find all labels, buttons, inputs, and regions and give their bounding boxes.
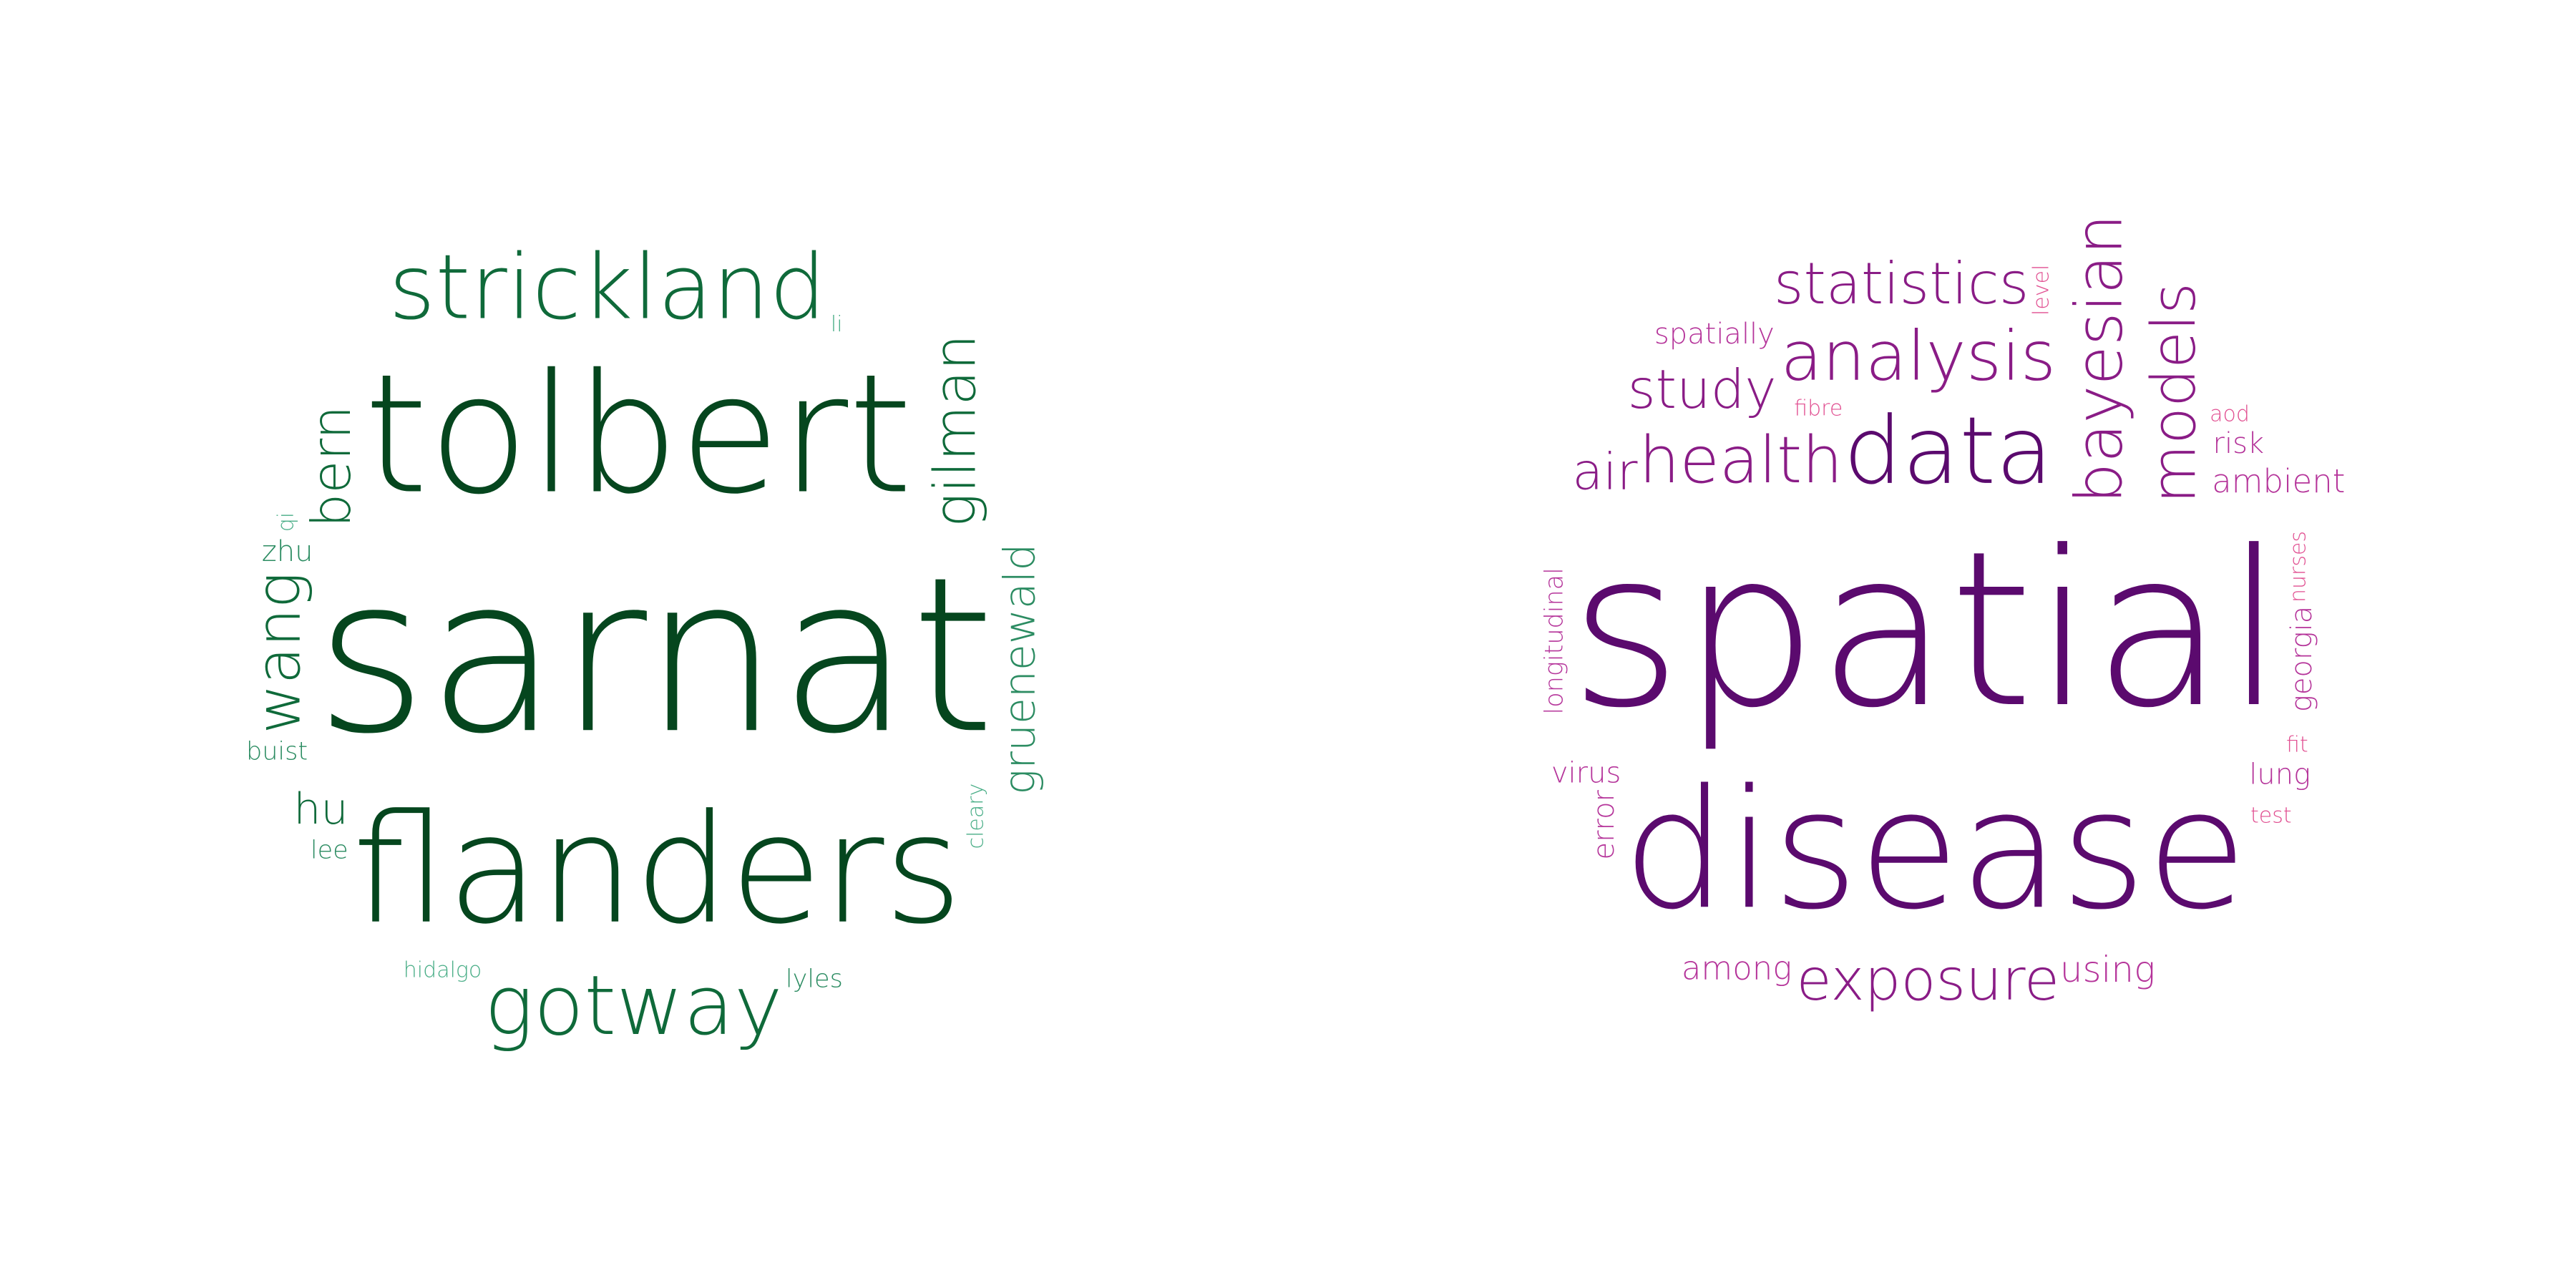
word: bayesian bbox=[2062, 214, 2137, 504]
word: error bbox=[1588, 789, 1621, 859]
word: disease bbox=[1622, 755, 2248, 946]
word: test bbox=[2250, 804, 2292, 829]
word: fibre bbox=[1794, 396, 1843, 421]
word: level bbox=[2029, 265, 2054, 316]
word: gruenewald bbox=[995, 544, 1045, 795]
word: study bbox=[1628, 358, 1777, 421]
word: virus bbox=[1551, 756, 1621, 789]
word: hu bbox=[293, 784, 348, 834]
word: li bbox=[831, 312, 843, 337]
word: strickland bbox=[389, 235, 826, 339]
word: health bbox=[1639, 423, 1843, 498]
word: risk bbox=[2213, 427, 2265, 460]
word: spatial bbox=[1570, 505, 2285, 755]
word: hidalgo bbox=[404, 957, 482, 982]
word: longitudinal bbox=[1540, 567, 1568, 714]
word: data bbox=[1843, 396, 2053, 505]
word: cleary bbox=[963, 784, 988, 849]
word: exposure bbox=[1797, 947, 2060, 1013]
word: ambient bbox=[2212, 462, 2345, 500]
word: flanders bbox=[353, 782, 962, 957]
word: lee bbox=[311, 836, 348, 864]
word: bern bbox=[300, 406, 363, 528]
word: models bbox=[2139, 283, 2210, 504]
word: lung bbox=[2249, 758, 2311, 791]
word: zhu bbox=[262, 535, 313, 568]
word: aod bbox=[2210, 402, 2250, 427]
word: sarnat bbox=[316, 531, 995, 781]
word: gotway bbox=[484, 958, 783, 1054]
word: lyles bbox=[786, 965, 843, 994]
word: nurses bbox=[2285, 531, 2311, 602]
word: among bbox=[1682, 949, 1792, 987]
word: wang bbox=[243, 572, 314, 734]
word: spatially bbox=[1654, 318, 1775, 351]
word: analysis bbox=[1780, 318, 2056, 396]
word: qi bbox=[273, 512, 298, 532]
word: georgia bbox=[2285, 606, 2318, 712]
word: using bbox=[2060, 949, 2155, 990]
topic-word-cloud: spatial disease data analysis health bayesian… bbox=[1288, 0, 2576, 1288]
word: statistics bbox=[1774, 250, 2029, 317]
word: buist bbox=[246, 737, 308, 766]
word: gilman bbox=[922, 334, 989, 527]
word: air bbox=[1572, 443, 1637, 502]
word: tolbert bbox=[364, 340, 912, 531]
word: fit bbox=[2286, 732, 2308, 757]
author-word-cloud: sarnat tolbert flanders strickland gotway wan… bbox=[243, 235, 1045, 1054]
